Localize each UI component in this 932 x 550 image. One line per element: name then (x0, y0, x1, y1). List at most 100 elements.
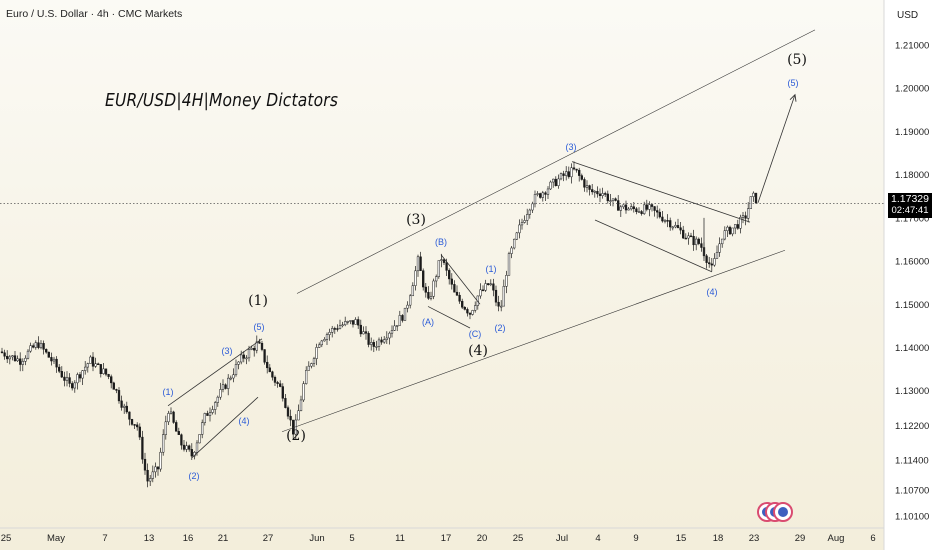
candle (279, 380, 282, 388)
candle-body (500, 305, 503, 308)
candle-body (367, 333, 370, 345)
candle-body (68, 377, 71, 384)
candle-body (487, 283, 490, 286)
candle (710, 257, 713, 272)
candle-body (354, 319, 357, 325)
candle-body (533, 194, 537, 205)
candle (435, 274, 438, 288)
candle (78, 372, 82, 383)
candle (8, 354, 11, 365)
candle (697, 237, 700, 246)
candle (318, 342, 321, 348)
candle (585, 180, 589, 193)
date-tick-label: 15 (676, 533, 687, 544)
candle-body (752, 192, 755, 197)
candle (154, 462, 157, 478)
candle (637, 207, 641, 213)
candle (125, 401, 128, 414)
candle-body (747, 208, 750, 219)
candle (99, 364, 102, 378)
candle-body (377, 339, 381, 347)
candle (526, 208, 529, 226)
candle-body (221, 384, 225, 390)
candle-body (403, 307, 407, 321)
candle (224, 383, 227, 390)
candle (650, 203, 654, 212)
candle (333, 326, 336, 334)
channel-lower-line (281, 249, 786, 433)
candle-body (463, 307, 466, 310)
candle (507, 251, 511, 276)
candle-body (562, 173, 565, 176)
candle (684, 233, 687, 240)
candle (510, 246, 513, 259)
candle (481, 285, 485, 292)
candle (471, 309, 474, 316)
candle (572, 161, 576, 171)
candle (497, 295, 500, 312)
candle (364, 326, 368, 340)
price-tick-label: 1.13000 (895, 386, 929, 397)
candle-body (448, 270, 451, 280)
candle-body (541, 192, 544, 198)
symbol-badges[interactable] (757, 502, 793, 524)
candle (487, 283, 490, 286)
date-tick-label: Jul (556, 533, 568, 544)
candle-body (71, 383, 74, 389)
date-tick-label: 9 (633, 533, 638, 544)
candle (29, 342, 32, 353)
candle (679, 221, 682, 235)
candle-body (86, 363, 89, 368)
candle-body (494, 289, 498, 303)
candle-body (99, 364, 102, 374)
candle (289, 409, 292, 427)
candle-body (16, 358, 19, 362)
candle-body (146, 469, 149, 482)
candle (271, 370, 274, 381)
candle (367, 331, 370, 348)
price-tick-label: 1.14000 (895, 343, 929, 354)
candle (266, 355, 269, 374)
date-tick-label: 17 (441, 533, 452, 544)
candle-body (471, 310, 474, 315)
candle (380, 336, 383, 345)
candle-body (130, 419, 134, 425)
candle (541, 190, 544, 202)
bar-countdown: 02:47:41 (891, 205, 929, 216)
candle (328, 328, 331, 341)
candle (580, 173, 583, 181)
candle-body (115, 389, 118, 391)
candle-body (52, 358, 56, 362)
candle-body (143, 458, 147, 471)
candle (502, 279, 505, 307)
candle-body (591, 189, 594, 193)
projection-arrowhead (789, 93, 797, 102)
candle (260, 340, 264, 352)
candle (744, 211, 747, 226)
candle-body (617, 200, 620, 211)
candle (539, 192, 542, 199)
date-tick-label: Jun (309, 533, 324, 544)
candle (432, 278, 435, 300)
candle (39, 340, 43, 350)
candle-body (640, 211, 643, 214)
candle (128, 411, 131, 426)
annotations-layer: (1) (2) (3) (4) (5) (1) (2) (3) (4) (5) (A) (B) (C) (… (0, 29, 884, 481)
candle-body (375, 346, 378, 348)
candle-body (3, 352, 6, 357)
candle (151, 465, 154, 483)
candle (658, 208, 661, 219)
date-tick-label: 25 (1, 533, 12, 544)
candle (419, 251, 422, 271)
major-wave-label: (1) (248, 293, 268, 309)
candle-body (138, 426, 141, 438)
candle (19, 352, 22, 372)
candle-body (107, 374, 110, 377)
candle-body (8, 356, 11, 360)
candle-body (437, 260, 440, 277)
candle (167, 410, 170, 426)
flag-icon[interactable] (773, 502, 793, 522)
candle-body (60, 371, 63, 378)
